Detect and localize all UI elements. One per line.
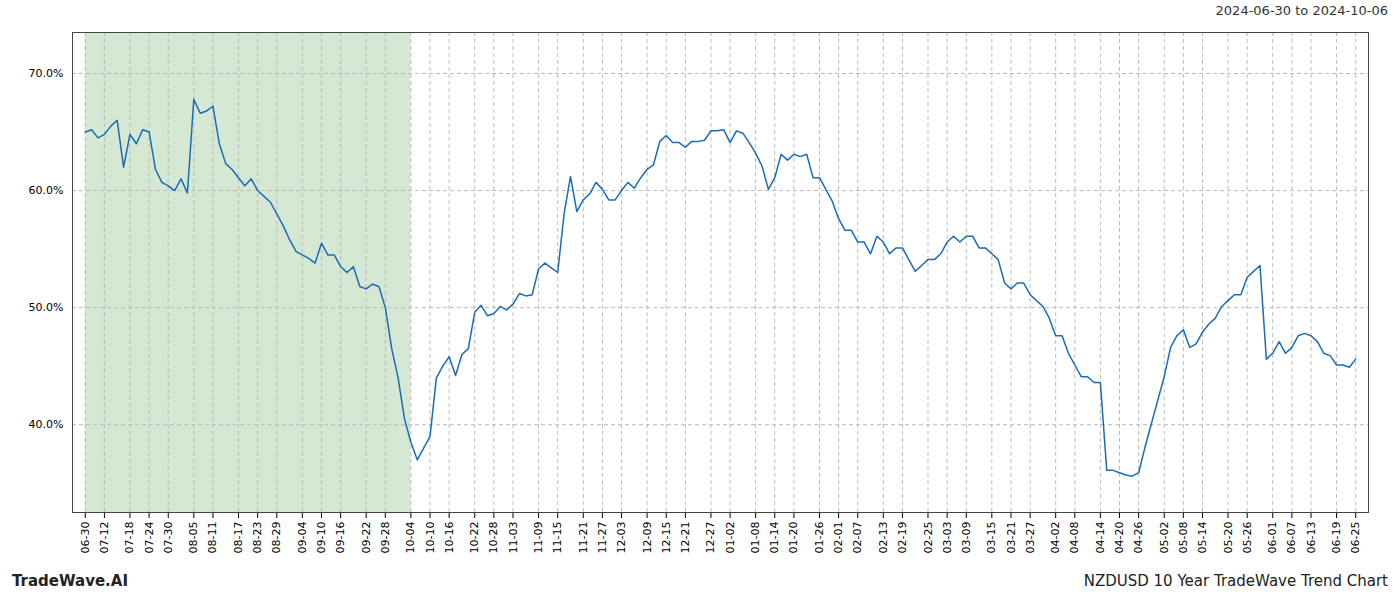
svg-text:07-30: 07-30 bbox=[162, 522, 175, 554]
svg-text:12-03: 12-03 bbox=[615, 522, 628, 554]
svg-text:11-27: 11-27 bbox=[596, 522, 609, 554]
svg-text:01-02: 01-02 bbox=[724, 522, 737, 554]
svg-text:07-12: 07-12 bbox=[98, 522, 111, 554]
svg-text:10-22: 10-22 bbox=[468, 522, 481, 554]
svg-text:09-28: 09-28 bbox=[379, 522, 392, 554]
svg-text:06-13: 06-13 bbox=[1305, 522, 1318, 554]
svg-text:03-03: 03-03 bbox=[941, 522, 954, 554]
svg-text:02-13: 02-13 bbox=[877, 522, 890, 554]
svg-text:11-15: 11-15 bbox=[551, 522, 564, 554]
svg-text:02-01: 02-01 bbox=[832, 522, 845, 554]
svg-text:11-09: 11-09 bbox=[532, 522, 545, 554]
svg-text:08-05: 08-05 bbox=[187, 522, 200, 554]
svg-text:08-29: 08-29 bbox=[270, 522, 283, 554]
svg-text:06-30: 06-30 bbox=[79, 522, 92, 554]
svg-text:09-04: 09-04 bbox=[296, 522, 309, 554]
svg-text:12-27: 12-27 bbox=[704, 522, 717, 554]
svg-text:60.0%: 60.0% bbox=[29, 184, 64, 197]
svg-text:12-09: 12-09 bbox=[641, 522, 654, 554]
svg-text:10-10: 10-10 bbox=[424, 522, 437, 554]
svg-text:10-04: 10-04 bbox=[404, 522, 417, 554]
svg-text:01-08: 01-08 bbox=[749, 522, 762, 554]
svg-text:01-20: 01-20 bbox=[787, 522, 800, 554]
svg-text:06-25: 06-25 bbox=[1349, 522, 1362, 554]
svg-text:10-28: 10-28 bbox=[487, 522, 500, 554]
svg-text:06-01: 06-01 bbox=[1266, 522, 1279, 554]
html-text:2024-06-30 to 2024-10-06: 2024-06-30 to 2024-10-06 bbox=[1215, 3, 1388, 18]
svg-text:08-17: 08-17 bbox=[232, 522, 245, 554]
svg-text:01-26: 01-26 bbox=[813, 522, 826, 554]
svg-text:04-02: 04-02 bbox=[1049, 522, 1062, 554]
svg-text:04-26: 04-26 bbox=[1132, 522, 1145, 554]
svg-text:08-23: 08-23 bbox=[251, 522, 264, 554]
svg-text:11-03: 11-03 bbox=[507, 522, 520, 554]
svg-text:04-08: 04-08 bbox=[1068, 522, 1081, 554]
svg-text:40.0%: 40.0% bbox=[29, 418, 64, 431]
svg-text:04-20: 04-20 bbox=[1113, 522, 1126, 554]
html-text:NZDUSD 10 Year TradeWave Trend: NZDUSD 10 Year TradeWave Trend Chart bbox=[1083, 572, 1388, 590]
svg-text:03-15: 03-15 bbox=[985, 522, 998, 554]
svg-text:06-07: 06-07 bbox=[1285, 522, 1298, 554]
svg-text:04-14: 04-14 bbox=[1094, 522, 1107, 554]
svg-text:10-16: 10-16 bbox=[443, 522, 456, 554]
svg-text:03-27: 03-27 bbox=[1024, 522, 1037, 554]
svg-text:05-08: 05-08 bbox=[1177, 522, 1190, 554]
svg-text:07-18: 07-18 bbox=[123, 522, 136, 554]
svg-text:03-09: 03-09 bbox=[960, 522, 973, 554]
svg-text:09-16: 09-16 bbox=[334, 522, 347, 554]
svg-text:06-19: 06-19 bbox=[1330, 522, 1343, 554]
svg-text:02-19: 02-19 bbox=[896, 522, 909, 554]
svg-text:03-21: 03-21 bbox=[1005, 522, 1018, 554]
svg-text:12-15: 12-15 bbox=[660, 522, 673, 554]
svg-text:50.0%: 50.0% bbox=[29, 301, 64, 314]
svg-text:09-22: 09-22 bbox=[360, 522, 373, 554]
svg-text:01-14: 01-14 bbox=[768, 522, 781, 554]
svg-text:05-14: 05-14 bbox=[1196, 522, 1209, 554]
svg-text:09-10: 09-10 bbox=[315, 522, 328, 554]
svg-text:05-20: 05-20 bbox=[1222, 522, 1235, 554]
svg-text:11-21: 11-21 bbox=[577, 522, 590, 554]
svg-text:02-07: 02-07 bbox=[851, 522, 864, 554]
svg-text:12-21: 12-21 bbox=[679, 522, 692, 554]
svg-text:05-02: 05-02 bbox=[1158, 522, 1171, 554]
svg-text:02-25: 02-25 bbox=[922, 522, 935, 554]
svg-text:05-26: 05-26 bbox=[1241, 522, 1254, 554]
html-text:TradeWave.AI: TradeWave.AI bbox=[12, 572, 128, 590]
svg-text:70.0%: 70.0% bbox=[29, 67, 64, 80]
svg-text:07-24: 07-24 bbox=[143, 522, 156, 554]
svg-text:08-11: 08-11 bbox=[206, 522, 219, 554]
